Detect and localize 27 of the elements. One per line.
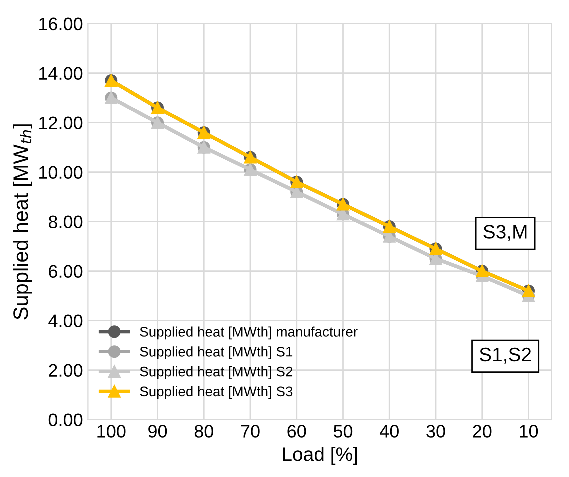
y-tick-label: 14.00 — [40, 67, 83, 80]
y-tick-label: 0.00 — [48, 414, 83, 426]
y-tick-label: 8.00 — [48, 216, 83, 229]
x-tick-label: 30 — [426, 425, 446, 438]
x-axis-title: Load [%] — [283, 447, 358, 466]
legend-label: Supplied heat [MWth] S1 — [140, 346, 293, 360]
y-axis-title: Supplied heat [MW$_{th}$] — [13, 124, 32, 320]
x-tick-label: 90 — [148, 425, 168, 438]
x-tick-label: 70 — [241, 425, 260, 438]
annotation: S1,S2 — [480, 348, 532, 364]
x-tick-label: 40 — [380, 425, 399, 438]
x-tick-label: 100 — [98, 425, 126, 438]
x-tick-label: 20 — [473, 425, 492, 438]
x-tick-label: 60 — [288, 425, 306, 438]
y-tick-label: 10.00 — [40, 166, 83, 180]
legend-label: Supplied heat [MWth] manufacturer — [140, 326, 358, 340]
y-tick-label: 6.00 — [49, 265, 83, 278]
y-tick-label: 2.00 — [49, 364, 83, 377]
legend-label: Supplied heat [MWth] S3 — [140, 386, 293, 400]
x-tick-label: 80 — [194, 425, 214, 438]
x-tick-label: 10 — [520, 425, 538, 438]
y-tick-label: 12.00 — [40, 116, 83, 130]
y-tick-label: 16.00 — [40, 18, 83, 31]
annotation: S3,M — [484, 225, 527, 242]
x-tick-label: 50 — [334, 425, 353, 438]
legend-label: Supplied heat [MWth] S2 — [140, 366, 293, 380]
y-tick-label: 4.00 — [48, 314, 83, 328]
